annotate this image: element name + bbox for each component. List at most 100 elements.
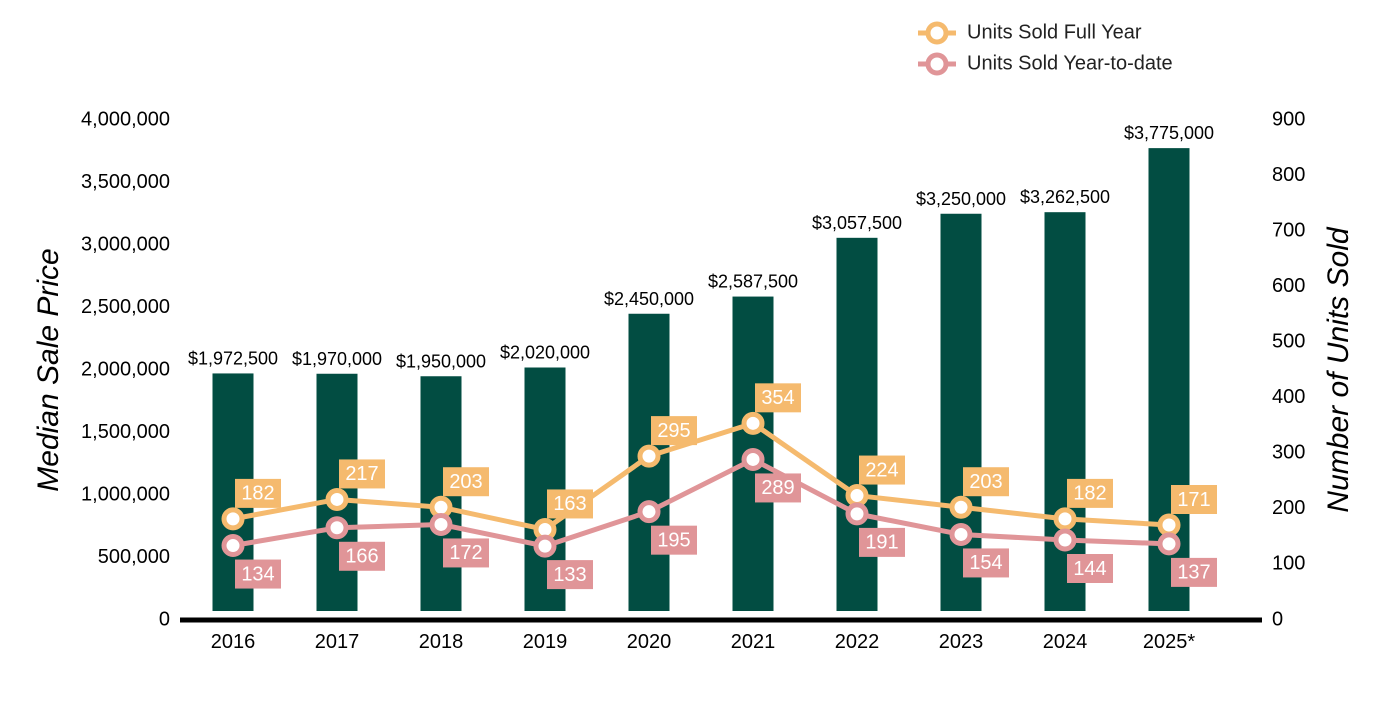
y2-tick-label: 500 xyxy=(1272,331,1305,353)
svg-text:144: 144 xyxy=(1073,558,1106,580)
legend-item: Units Sold Full Year xyxy=(918,21,1142,45)
x-tick-label: 2021 xyxy=(731,631,776,653)
price-bar-label: $3,262,500 xyxy=(1020,187,1110,207)
series-data-label: 354 xyxy=(755,383,801,413)
axes-layer: 0 500,000 1,000,000 1,500,000 2,000,000 2,500… xyxy=(81,108,1305,653)
svg-text:182: 182 xyxy=(1073,483,1106,505)
y2-tick-label: 700 xyxy=(1272,219,1305,241)
svg-text:166: 166 xyxy=(345,546,378,568)
series-point xyxy=(1053,507,1077,531)
svg-text:203: 203 xyxy=(449,471,482,493)
series-point xyxy=(845,484,869,508)
y2-axis-title: Number of Units Sold xyxy=(1322,226,1355,512)
x-tick-label: 2019 xyxy=(523,631,568,653)
svg-text:133: 133 xyxy=(553,564,586,586)
series-data-label: 172 xyxy=(443,538,489,568)
y2-tick-label: 100 xyxy=(1272,553,1305,575)
y-tick-label: 3,000,000 xyxy=(81,233,170,255)
series-point xyxy=(325,487,349,511)
y-axis-title: Median Sale Price xyxy=(32,248,65,491)
series-data-label: 154 xyxy=(963,548,1009,578)
series-point xyxy=(949,495,973,519)
series-line xyxy=(232,420,1170,532)
price-bar-label: $1,950,000 xyxy=(396,351,486,371)
y2-tick-label: 800 xyxy=(1272,164,1305,186)
series-data-label: 163 xyxy=(547,489,593,519)
y2-tick-label: 200 xyxy=(1272,497,1305,519)
svg-text:134: 134 xyxy=(241,563,274,585)
y2-tick-label: 600 xyxy=(1272,275,1305,297)
svg-text:182: 182 xyxy=(241,483,274,505)
y2-tick-label: 400 xyxy=(1272,386,1305,408)
svg-text:171: 171 xyxy=(1177,489,1210,511)
svg-text:137: 137 xyxy=(1177,562,1210,584)
y-tick-label: 2,000,000 xyxy=(81,358,170,380)
series-point xyxy=(325,516,349,540)
y2-tick-label: 900 xyxy=(1272,108,1305,130)
y-tick-label: 500,000 xyxy=(98,546,170,568)
x-tick-label: 2023 xyxy=(939,631,984,653)
price-bar-label: $1,970,000 xyxy=(292,349,382,369)
series-point xyxy=(429,512,453,536)
legend-item: Units Sold Year-to-date xyxy=(918,52,1173,76)
series-point xyxy=(533,534,557,558)
bars-layer xyxy=(212,148,1190,611)
y-tick-label: 0 xyxy=(159,608,170,630)
series-data-label: 289 xyxy=(755,473,801,503)
svg-text:295: 295 xyxy=(657,420,690,442)
series-point xyxy=(845,502,869,526)
svg-text:Units Sold Full Year: Units Sold Full Year xyxy=(967,21,1142,43)
series-data-label: 133 xyxy=(547,560,593,590)
y-tick-label: 2,500,000 xyxy=(81,296,170,318)
svg-text:195: 195 xyxy=(657,529,690,551)
series-point xyxy=(637,500,661,524)
svg-text:172: 172 xyxy=(449,542,482,564)
legend: Units Sold Full Year Units Sold Year-to-d… xyxy=(918,21,1173,76)
svg-text:163: 163 xyxy=(553,493,586,515)
y-tick-label: 3,500,000 xyxy=(81,171,170,193)
series-data-label: 217 xyxy=(339,459,385,489)
series-data-label: 182 xyxy=(235,478,281,508)
y-tick-label: 1,500,000 xyxy=(81,421,170,443)
series-point xyxy=(221,507,245,531)
y2-tick-label: 300 xyxy=(1272,442,1305,464)
price-bar-label: $2,450,000 xyxy=(604,289,694,309)
price-bar-label: $1,972,500 xyxy=(188,348,278,368)
series-data-label: 224 xyxy=(859,455,905,485)
series-point xyxy=(949,522,973,546)
price-bar-label: $3,775,000 xyxy=(1124,123,1214,143)
x-tick-label: 2020 xyxy=(627,631,672,653)
lines-layer xyxy=(221,411,1181,558)
svg-text:354: 354 xyxy=(761,387,794,409)
price-bar-label: $2,020,000 xyxy=(500,343,590,363)
series-data-label: 191 xyxy=(859,527,905,557)
series-point xyxy=(741,411,765,435)
svg-text:191: 191 xyxy=(865,532,898,554)
series-point xyxy=(637,444,661,468)
price-bar-label: $3,057,500 xyxy=(812,213,902,233)
y-tick-label: 1,000,000 xyxy=(81,483,170,505)
series-point xyxy=(1157,513,1181,537)
x-tick-label: 2018 xyxy=(419,631,464,653)
series-data-label: 171 xyxy=(1171,485,1217,514)
series-point xyxy=(1157,532,1181,556)
x-tick-label: 2017 xyxy=(315,631,360,653)
y-tick-label: 4,000,000 xyxy=(81,108,170,130)
series-data-label: 203 xyxy=(963,467,1009,497)
y2-tick-label: 0 xyxy=(1272,608,1283,630)
series-data-label: 182 xyxy=(1067,478,1113,508)
price-bar-label: $2,587,500 xyxy=(708,272,798,292)
series-line xyxy=(232,456,1170,549)
svg-text:Units Sold Year-to-date: Units Sold Year-to-date xyxy=(967,52,1173,74)
svg-text:203: 203 xyxy=(969,471,1002,493)
x-tick-label: 2025* xyxy=(1143,631,1195,653)
svg-text:217: 217 xyxy=(345,463,378,485)
series-point xyxy=(1053,528,1077,552)
series-data-label: 203 xyxy=(443,467,489,497)
series-point xyxy=(741,447,765,471)
series-point xyxy=(221,534,245,558)
labels-layer: $1,972,500 $1,970,000 $1,950,000 $2,020,000… xyxy=(188,123,1217,590)
series-data-label: 144 xyxy=(1067,554,1113,583)
